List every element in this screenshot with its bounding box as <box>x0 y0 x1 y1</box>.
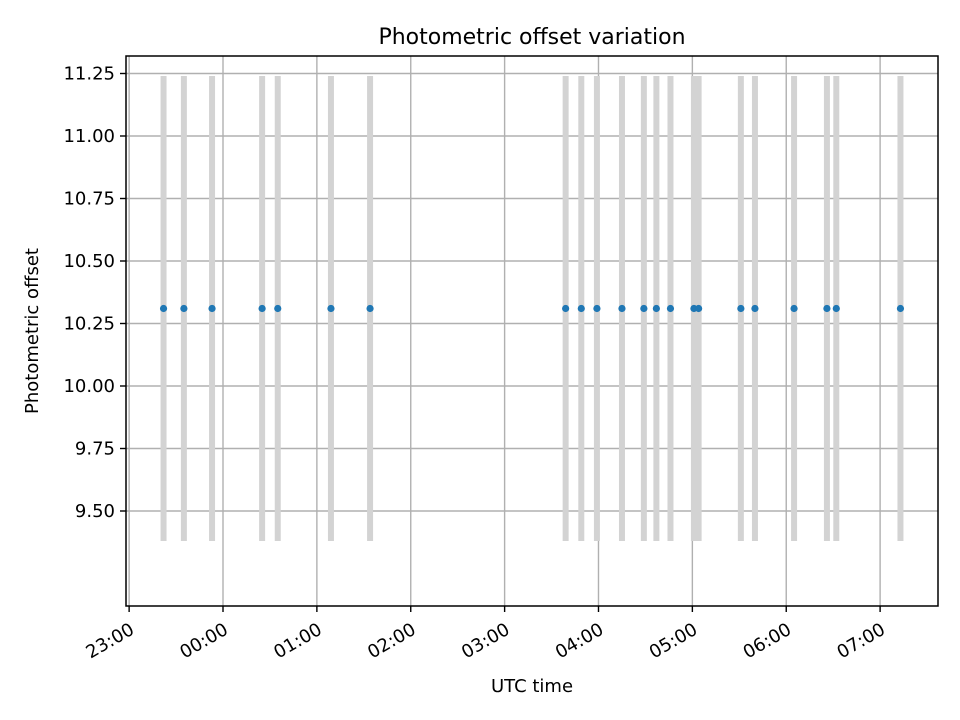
data-point <box>274 304 282 313</box>
y-tick-label: 11.25 <box>63 64 115 85</box>
data-point <box>832 304 840 313</box>
data-points <box>159 304 905 313</box>
x-tick-label: 01:00 <box>270 619 325 663</box>
y-tick-label: 10.00 <box>63 376 115 397</box>
x-tick-label: 07:00 <box>833 619 888 663</box>
data-point <box>618 304 626 313</box>
y-tick-label: 11.00 <box>63 126 115 147</box>
x-axis-label: UTC time <box>491 676 573 697</box>
data-point <box>562 304 570 313</box>
data-point <box>751 304 759 313</box>
data-point <box>737 304 745 313</box>
data-point <box>896 304 905 313</box>
data-point <box>695 304 703 313</box>
y-axis-label: Photometric offset <box>22 248 43 414</box>
x-tick-label: 00:00 <box>176 619 231 663</box>
data-point <box>577 304 585 313</box>
data-point <box>180 304 188 313</box>
y-tick-label: 10.25 <box>63 314 115 335</box>
chart-title: Photometric offset variation <box>378 25 685 50</box>
data-point <box>652 304 660 313</box>
data-point <box>327 304 335 313</box>
data-point <box>640 304 648 313</box>
y-tick-label: 10.75 <box>63 189 115 210</box>
data-point <box>823 304 831 313</box>
x-tick-label: 02:00 <box>364 619 419 663</box>
band-lines <box>160 76 904 541</box>
x-tick-label: 04:00 <box>552 619 607 663</box>
data-point <box>593 304 601 313</box>
x-tick-label: 06:00 <box>740 619 795 663</box>
data-point <box>208 304 216 313</box>
plot-frame <box>125 55 939 607</box>
y-tick-label: 10.50 <box>63 251 115 272</box>
x-tick-label: 05:00 <box>646 619 701 663</box>
x-tick-label: 23:00 <box>83 619 138 663</box>
y-tick-label: 9.75 <box>75 439 115 460</box>
y-tick-label: 9.50 <box>75 501 115 522</box>
data-point <box>159 304 168 313</box>
data-point <box>366 304 374 313</box>
x-tick-label: 03:00 <box>458 619 513 663</box>
data-point <box>258 304 266 313</box>
gridlines <box>126 56 938 606</box>
axes: 23:00 00:00 01:00 02:00 03:00 04:00 05:00 06:00… <box>63 55 939 663</box>
data-point <box>666 304 675 313</box>
data-point <box>790 304 798 313</box>
